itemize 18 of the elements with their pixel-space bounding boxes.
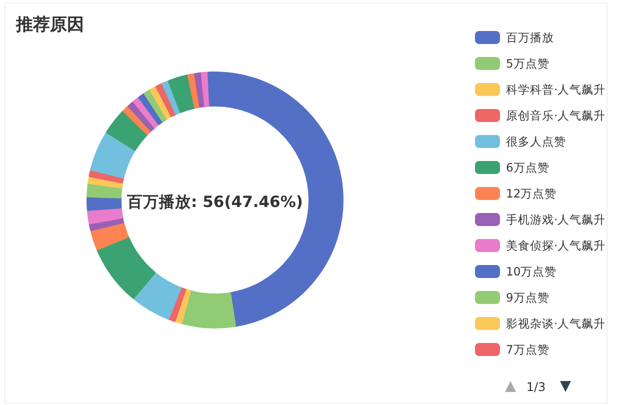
legend-label: 7万点赞	[506, 342, 550, 356]
legend-label: 百万播放	[506, 30, 554, 44]
legend-label: 6万点赞	[506, 160, 550, 174]
donut-slice	[90, 222, 129, 250]
legend-label: 5万点赞	[506, 56, 550, 70]
text: 1/3	[526, 380, 546, 394]
legend-label: 很多人点赞	[506, 134, 566, 148]
legend-label: 影视杂谈·人气飙升	[506, 316, 606, 330]
donut-slice	[168, 74, 196, 113]
legend-label: 9万点赞	[506, 290, 550, 304]
legend-label: 12万点赞	[506, 186, 557, 200]
legend-label: 美食侦探·人气飙升	[506, 238, 606, 252]
legend-label: 手机游戏·人气飙升	[506, 212, 606, 226]
legend-label: 10万点赞	[506, 264, 557, 278]
legend-label: 科学科普·人气飙升	[506, 82, 606, 96]
chart-title: 推荐原因	[15, 15, 84, 35]
text: 百万播放: 56(47.46%)	[126, 193, 303, 211]
legend-label: 原创音乐·人气飙升	[506, 108, 606, 122]
